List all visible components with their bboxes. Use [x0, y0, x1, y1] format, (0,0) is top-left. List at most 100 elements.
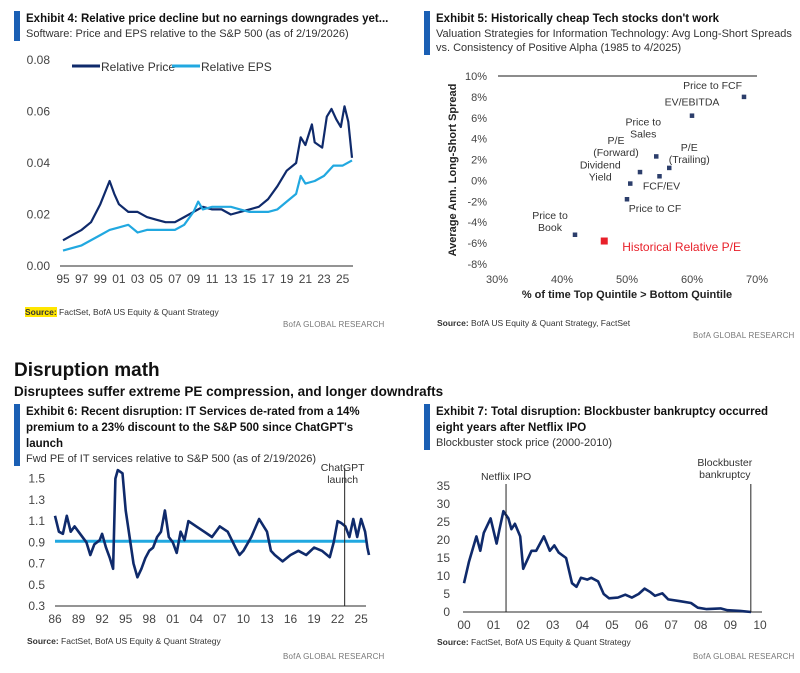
point-label: P/E (Forward)	[593, 135, 639, 159]
exhibit-5-header: Exhibit 5: Historically cheap Tech stock…	[424, 11, 796, 55]
source-label: Source:	[437, 318, 469, 328]
x-tick-label: 50%	[616, 274, 638, 286]
exhibit-5-title: Exhibit 5: Historically cheap Tech stock…	[436, 13, 720, 25]
x-tick-label: 09	[187, 272, 201, 286]
series-line-0	[53, 468, 371, 579]
y-tick-label: 35	[437, 479, 451, 493]
scatter-point	[741, 94, 747, 100]
x-tick-label: 13	[260, 612, 274, 626]
legend-label: Relative Price	[101, 60, 175, 74]
exhibit-5-source: Source: BofA US Equity & Quant Strategy,…	[437, 318, 630, 328]
y-tick-label: 1.1	[28, 514, 45, 528]
x-tick-label: 08	[694, 618, 708, 632]
scatter-point	[624, 196, 630, 202]
annotation-label: Blockbuster bankruptcy	[697, 457, 752, 481]
legend-label: Relative EPS	[201, 60, 272, 74]
exhibit-4-source: Source: FactSet, BofA US Equity & Quant …	[25, 307, 219, 317]
exhibit-7-footer: BofA GLOBAL RESEARCH	[693, 652, 795, 661]
x-tick-label: 98	[143, 612, 157, 626]
scatter-point	[667, 165, 672, 171]
exhibit-6-title: Exhibit 6: Recent disruption: IT Service…	[26, 406, 360, 450]
x-tick-label: 05	[150, 272, 164, 286]
y-tick-label: 1.3	[28, 493, 45, 507]
x-tick-label: 03	[131, 272, 145, 286]
x-tick-label: 30%	[486, 274, 508, 286]
exhibit-4-subtitle: Software: Price and EPS relative to the …	[26, 28, 349, 40]
exhibit-7-title: Exhibit 7: Total disruption: Blockbuster…	[436, 406, 769, 434]
annotation-label: ChatGPT launch	[321, 462, 365, 486]
y-tick-label: 6%	[471, 113, 487, 125]
x-tick-label: 04	[190, 612, 204, 626]
series-line-0	[62, 105, 354, 242]
point-label: Historical Relative P/E	[622, 240, 741, 254]
y-tick-label: 0.00	[27, 259, 51, 273]
exhibit-6-header: Exhibit 6: Recent disruption: IT Service…	[14, 404, 386, 466]
source-text: FactSet, BofA US Equity & Quant Strategy	[59, 307, 219, 317]
x-tick-label: 13	[224, 272, 238, 286]
exhibit-4-header: Exhibit 4: Relative price decline but no…	[14, 11, 396, 41]
x-tick-label: 89	[72, 612, 86, 626]
y-tick-label: 30	[437, 497, 451, 511]
y-tick-label: 15	[437, 551, 451, 565]
x-tick-label: 04	[576, 618, 590, 632]
y-tick-label: 20	[437, 533, 451, 547]
source-text: FactSet, BofA US Equity & Quant Strategy	[61, 636, 221, 646]
x-tick-label: 15	[243, 272, 257, 286]
point-label: Price to FCF	[683, 80, 742, 92]
source-text: BofA US Equity & Quant Strategy, FactSet	[471, 318, 631, 328]
x-tick-label: 01	[487, 618, 501, 632]
x-tick-label: 07	[168, 272, 182, 286]
x-tick-label: 97	[75, 272, 89, 286]
exhibit-7-header: Exhibit 7: Total disruption: Blockbuster…	[424, 404, 786, 450]
section-title: Disruption math	[14, 360, 160, 381]
x-tick-label: 40%	[551, 274, 573, 286]
x-tick-label: 07	[665, 618, 679, 632]
x-tick-label: 22	[331, 612, 345, 626]
series-line-1	[62, 159, 353, 252]
x-tick-label: 11	[206, 272, 219, 286]
x-tick-label: 60%	[681, 274, 703, 286]
x-tick-label: 10	[753, 618, 767, 632]
y-tick-label: 0.3	[28, 599, 45, 613]
x-tick-label: 05	[605, 618, 619, 632]
section-subtitle: Disruptees suffer extreme PE compression…	[14, 384, 444, 399]
point-label: Price to Sales	[625, 116, 661, 140]
x-tick-label: 00	[457, 618, 471, 632]
scatter-point	[637, 169, 643, 175]
x-tick-label: 10	[237, 612, 251, 626]
x-tick-label: 03	[546, 618, 560, 632]
y-tick-label: 10%	[465, 71, 487, 83]
y-tick-label: -4%	[467, 217, 487, 229]
x-axis-title: % of time Top Quintile > Bottom Quintile	[522, 289, 732, 301]
x-tick-label: 23	[317, 272, 331, 286]
point-label: Price to CF	[629, 203, 682, 215]
x-tick-label: 25	[354, 612, 368, 626]
source-text: FactSet, BofA US Equity & Quant Strategy	[471, 637, 631, 647]
x-tick-label: 92	[95, 612, 109, 626]
x-tick-label: 86	[48, 612, 62, 626]
y-tick-label: 0.7	[28, 557, 45, 571]
source-label: Source:	[25, 307, 57, 317]
y-tick-label: 0.9	[28, 535, 45, 549]
exhibit-5-subtitle: Valuation Strategies for Information Tec…	[436, 28, 792, 54]
x-tick-label: 19	[307, 612, 321, 626]
source-label: Source:	[27, 636, 59, 646]
annotation-label: Netflix IPO	[481, 471, 531, 483]
x-tick-label: 95	[119, 612, 133, 626]
y-axis-title: Average Ann. Long-Short Spread	[447, 84, 459, 257]
y-tick-label: 10	[437, 569, 451, 583]
source-label: Source:	[437, 637, 469, 647]
y-tick-label: 0.08	[27, 53, 51, 67]
y-tick-label: 0	[443, 605, 450, 619]
y-tick-label: -6%	[467, 238, 487, 250]
y-tick-label: 0.02	[27, 208, 51, 222]
x-tick-label: 99	[94, 272, 108, 286]
exhibit-4-title: Exhibit 4: Relative price decline but no…	[26, 13, 389, 25]
point-label: Dividend Yield	[580, 160, 621, 184]
exhibit-4-footer: BofA GLOBAL RESEARCH	[283, 320, 385, 329]
x-tick-label: 07	[213, 612, 227, 626]
